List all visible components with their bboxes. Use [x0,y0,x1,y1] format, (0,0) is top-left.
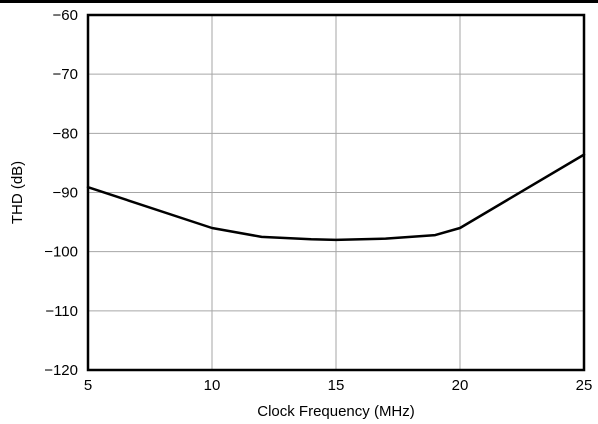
thd-series-line [86,153,586,242]
x-axis-title: Clock Frequency (MHz) [257,403,415,420]
series-layer [86,153,586,242]
y-axis-tick-labels: −60 −70 −80 −90 −100 −110 −120 [44,7,78,379]
x-tick-label: 20 [452,377,469,394]
x-tick-label: 15 [328,377,345,394]
x-tick-label: 25 [576,377,593,394]
grid-lines [88,15,584,370]
y-tick-label: −100 [44,244,78,261]
x-tick-label: 10 [204,377,221,394]
y-tick-label: −70 [53,66,78,83]
y-tick-label: −80 [53,125,78,142]
page-top-rule [0,0,598,3]
y-axis-title: THD (dB) [9,161,26,224]
y-tick-label: −110 [45,303,78,320]
x-axis-tick-labels: 5 10 15 20 25 [84,377,593,394]
plot-area-border [86,13,586,372]
y-tick-label: −60 [53,7,78,24]
y-tick-label: −120 [44,362,78,379]
x-tick-label: 5 [84,377,92,394]
y-tick-label: −90 [53,185,78,202]
